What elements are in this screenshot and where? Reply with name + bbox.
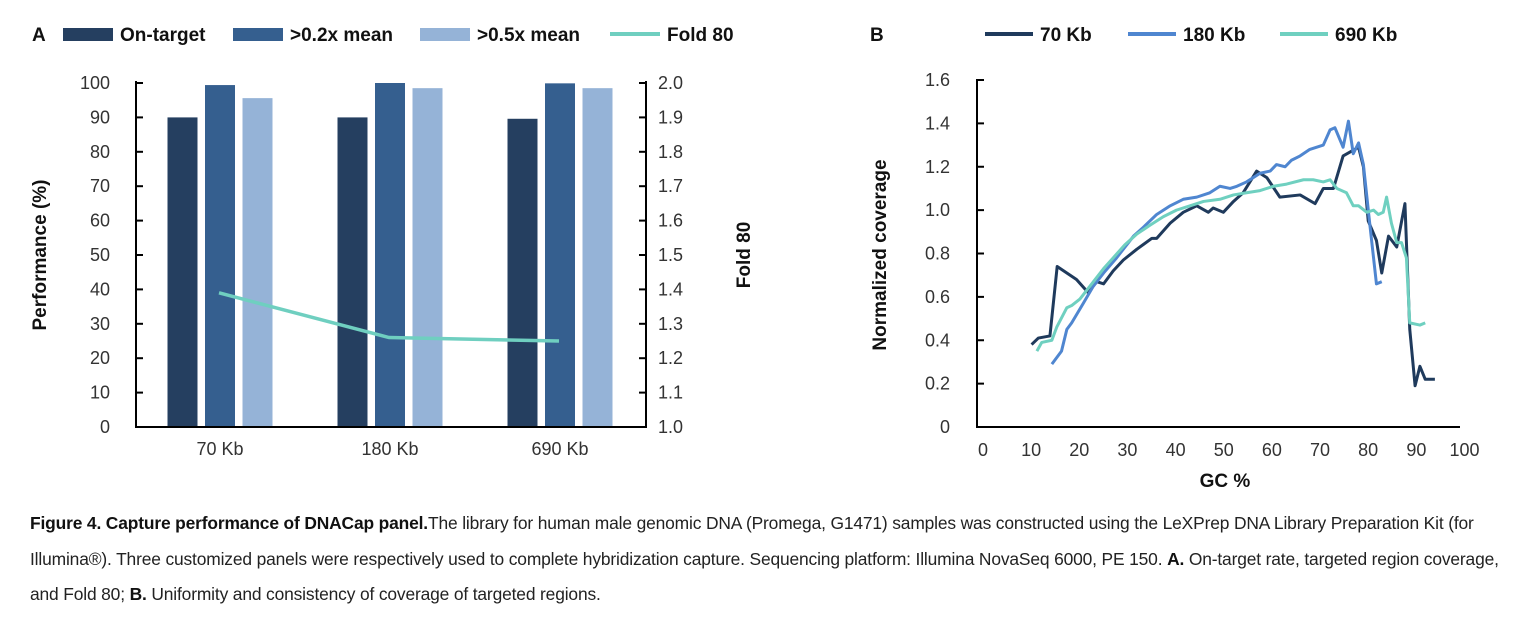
- legend-label: 70 Kb: [1040, 25, 1092, 46]
- y-tick-label: 10: [90, 383, 110, 403]
- legend-label: 180 Kb: [1183, 25, 1245, 46]
- y2-axis-title: Fold 80: [734, 222, 755, 289]
- x-tick-label: 0: [978, 440, 988, 460]
- x-tick-label: 690 Kb: [531, 439, 588, 459]
- figure-caption: Figure 4. Capture performance of DNACap …: [30, 506, 1510, 613]
- legend-label: On-target: [120, 25, 206, 46]
- y-tick-label: 0: [100, 417, 110, 437]
- y-tick-label: 20: [90, 348, 110, 368]
- y-tick-label: 30: [90, 314, 110, 334]
- bar--0-5x-mean-1: [412, 88, 443, 427]
- x-tick-label: 80: [1358, 440, 1378, 460]
- legend-label: 690 Kb: [1335, 25, 1397, 46]
- legend-label: >0.2x mean: [290, 25, 393, 46]
- y-axis-title: Performance (%): [30, 180, 51, 331]
- legend-swatch-2: [420, 28, 470, 41]
- y-tick-label: 100: [80, 73, 110, 93]
- caption-a-text: On-target rate, targeted region coverage…: [30, 548, 1499, 605]
- x-tick-label: 40: [1166, 440, 1186, 460]
- legend-swatch-1: [233, 28, 283, 41]
- caption-text: The library for human male genomic DNA (…: [30, 513, 1474, 569]
- y-tick-label: 0.2: [925, 374, 950, 394]
- axis-lines: [976, 79, 1460, 428]
- y-tick-label: 1.2: [925, 157, 950, 177]
- legend-swatch-0: [63, 28, 113, 41]
- y2-tick-label: 1.4: [658, 279, 683, 299]
- y2-tick-label: 1.6: [658, 211, 683, 231]
- y-tick-label: 1.0: [925, 200, 950, 220]
- legend-label: >0.5x mean: [477, 25, 580, 46]
- figure-charts: A B 70 Kb 180 Kb 690 Kb 0 10 20 30 40 50 60 70 80 90…: [30, 25, 1480, 492]
- x-tick-label: 10: [1021, 440, 1041, 460]
- series-line-70-kb: [1030, 145, 1435, 388]
- y2-tick-label: 1.7: [658, 176, 683, 196]
- y-tick-label: 90: [90, 107, 110, 127]
- bar--0-2x-mean-2: [545, 83, 575, 428]
- y2-tick-label: 1.1: [658, 383, 683, 403]
- caption-b-label: B.: [129, 584, 147, 604]
- bar--0-5x-mean-0: [242, 98, 273, 428]
- series-line-690-kb: [1035, 178, 1426, 352]
- y-tick-label: 1.6: [925, 70, 950, 90]
- y-tick-label: 0.6: [925, 287, 950, 307]
- y2-tick-label: 1.3: [658, 314, 683, 334]
- y2-tick-label: 1.0: [658, 417, 683, 437]
- chart-b: 0 0.2 0.4 0.6 0.8 1.0 1.2 1.4 1.6 0 10 20 30 40 50 60 70…: [870, 25, 1480, 492]
- y-tick-label: 0: [940, 417, 950, 437]
- caption-b-text: Uniformity and consistency of coverage o…: [146, 584, 601, 604]
- y2-tick-label: 2.0: [658, 73, 683, 93]
- bar-on-target-0: [167, 117, 198, 428]
- y-tick-label: 60: [90, 211, 110, 231]
- x-tick-label: 70: [1310, 440, 1330, 460]
- y2-tick-label: 1.8: [658, 142, 683, 162]
- caption-title: Figure 4. Capture performance of DNACap …: [30, 513, 428, 533]
- series-line-180-kb: [1050, 119, 1383, 366]
- x-tick-label: 180 Kb: [361, 439, 418, 459]
- bar-on-target-1: [337, 117, 368, 428]
- panel-b-label: B: [870, 25, 884, 46]
- x-tick-label: 60: [1262, 440, 1282, 460]
- y2-tick-label: 1.5: [658, 245, 683, 265]
- y-tick-label: 1.4: [925, 113, 950, 133]
- bar--0-5x-mean-2: [582, 88, 613, 427]
- legend-label: Fold 80: [667, 25, 734, 46]
- y2-tick-label: 1.9: [658, 107, 683, 127]
- y-tick-label: 0.8: [925, 244, 950, 264]
- x-tick-label: 30: [1117, 440, 1137, 460]
- y-axis-title: Normalized coverage: [870, 159, 891, 350]
- x-tick-label: 70 Kb: [196, 439, 243, 459]
- x-tick-label: 90: [1406, 440, 1426, 460]
- panel-a-label: A: [32, 25, 46, 46]
- bar-on-target-2: [507, 118, 538, 427]
- y-tick-label: 50: [90, 245, 110, 265]
- bar--0-2x-mean-1: [375, 83, 405, 427]
- x-tick-label: 50: [1214, 440, 1234, 460]
- x-axis-title: GC %: [1200, 471, 1251, 492]
- chart-a: 70 Kb 180 Kb 690 Kb 0 10 20 30 40 50 60 70 80 90 100 1…: [30, 25, 755, 459]
- bar--0-2x-mean-0: [205, 85, 235, 428]
- x-tick-label: 20: [1069, 440, 1089, 460]
- caption-a-label: A.: [1167, 548, 1185, 569]
- y2-tick-label: 1.2: [658, 348, 683, 368]
- y-tick-label: 0.4: [925, 330, 950, 350]
- y-tick-label: 40: [90, 279, 110, 299]
- y-tick-label: 80: [90, 142, 110, 162]
- x-tick-label: 100: [1449, 440, 1479, 460]
- y-tick-label: 70: [90, 176, 110, 196]
